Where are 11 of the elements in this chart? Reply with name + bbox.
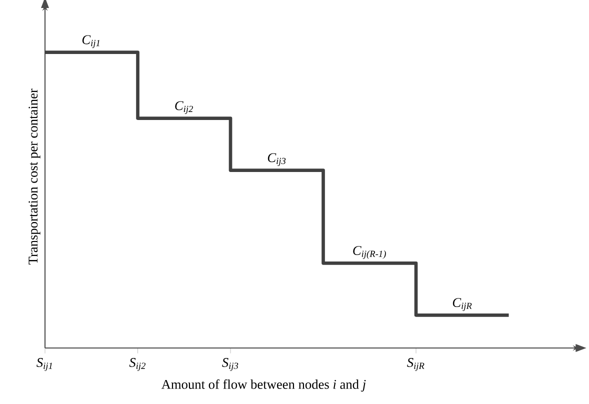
annotation: C$_{ij(R-1)}$ bbox=[353, 246, 386, 259]
annotation: C$_{ij1}$ bbox=[82, 35, 100, 48]
x-tick-label: S$_{ij3}$ bbox=[222, 358, 238, 371]
x-tick-label: S$_{ij2}$ bbox=[129, 358, 146, 371]
annotation: C$_{ij2}$ bbox=[175, 101, 193, 114]
x-tick-label: S$_{ijR}$ bbox=[407, 358, 424, 371]
annotation: C$_{ijR}$ bbox=[452, 298, 472, 311]
x-axis-title: Amount of flow between nodes i andj bbox=[161, 379, 366, 392]
annotation: C$_{ij3}$ bbox=[268, 153, 286, 166]
y-axis-title: Transportation cost per container bbox=[28, 88, 40, 264]
x-tick-label: S$_{ij1}$ bbox=[36, 358, 52, 371]
